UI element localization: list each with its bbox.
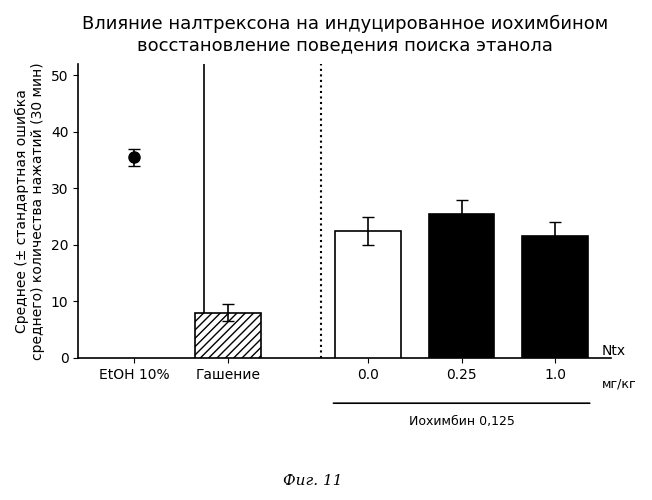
Bar xyxy=(429,214,494,358)
Text: мг/кг: мг/кг xyxy=(602,378,636,391)
Bar xyxy=(195,312,261,358)
Title: Влияние налтрексона на индуцированное иохимбином
восстановление поведения поиска: Влияние налтрексона на индуцированное ио… xyxy=(82,15,608,54)
Text: Ntx: Ntx xyxy=(602,344,626,358)
Text: Фиг. 11: Фиг. 11 xyxy=(283,474,343,488)
Bar xyxy=(522,236,588,358)
Y-axis label: Среднее (± стандартная ошибка
среднего) количества нажатий (30 мин): Среднее (± стандартная ошибка среднего) … xyxy=(15,62,45,360)
Text: Иохимбин 0,125: Иохимбин 0,125 xyxy=(409,414,514,428)
Bar xyxy=(335,230,401,358)
